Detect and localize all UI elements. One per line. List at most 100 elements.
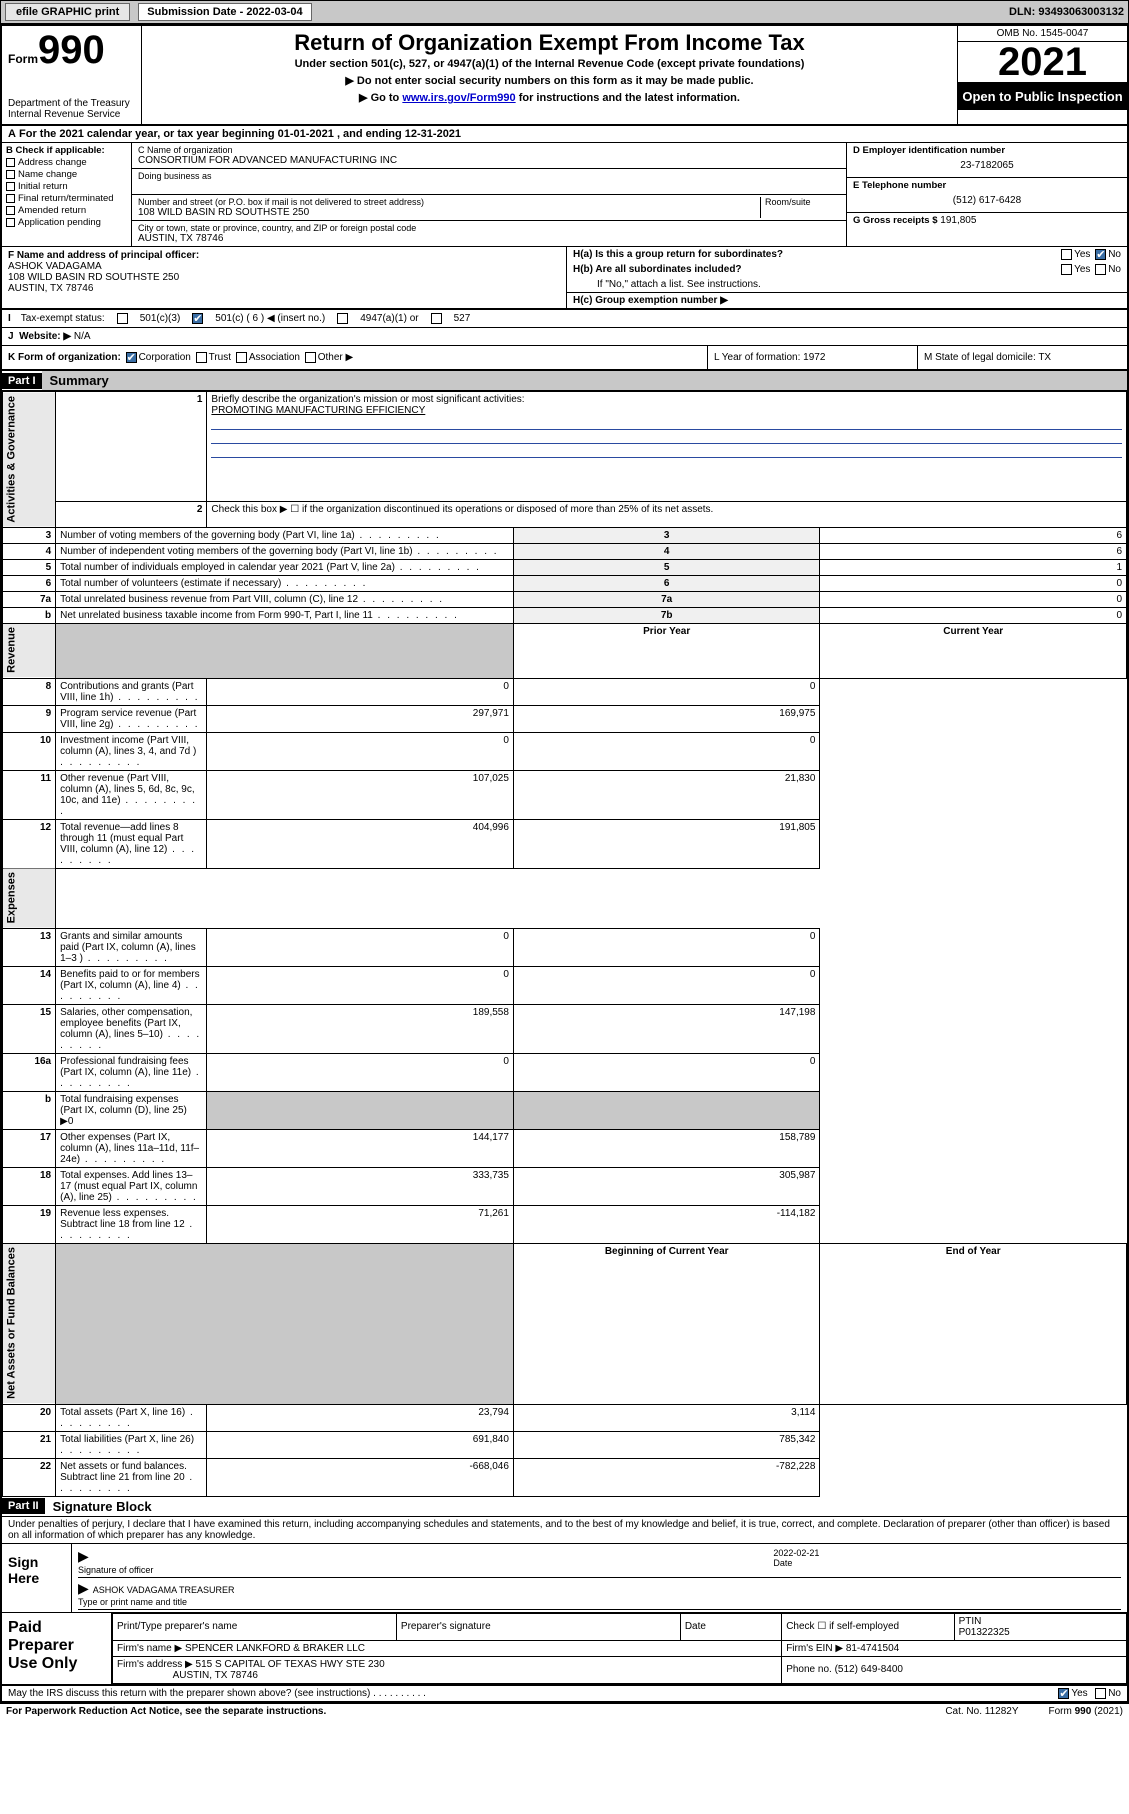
footer-c: Cat. No. 11282Y	[945, 1706, 1018, 1717]
no-lbl: No	[1108, 249, 1121, 260]
b-checkbox-item[interactable]: Initial return	[6, 181, 127, 192]
col-c: C Name of organization CONSORTIUM FOR AD…	[132, 143, 847, 246]
sub3-pre: ▶ Go to	[359, 92, 402, 104]
ein: 23-7182065	[853, 156, 1121, 175]
officer-addr1: 108 WILD BASIN RD SOUTHSTE 250	[8, 272, 179, 283]
submission-date: Submission Date - 2022-03-04	[138, 3, 311, 21]
tax-year: 2021	[958, 42, 1127, 83]
room-lbl: Room/suite	[765, 197, 840, 207]
firm-lbl: Firm's name ▶	[117, 1643, 182, 1654]
may-no[interactable]	[1095, 1688, 1106, 1699]
form-title: Return of Organization Exempt From Incom…	[150, 30, 949, 56]
topbar: efile GRAPHIC print Submission Date - 20…	[0, 0, 1129, 24]
ha-no[interactable]	[1095, 249, 1106, 260]
sig-officer-lbl: Signature of officer	[78, 1565, 153, 1575]
subtitle-2: ▶ Do not enter social security numbers o…	[150, 74, 949, 87]
yes-lbl2: Yes	[1074, 264, 1090, 275]
4947-box[interactable]	[337, 313, 348, 324]
org-name: CONSORTIUM FOR ADVANCED MANUFACTURING IN…	[138, 155, 840, 166]
dba-lbl: Doing business as	[138, 171, 840, 181]
hb-note: If "No," attach a list. See instructions…	[567, 277, 1127, 292]
form-number: 990	[38, 28, 105, 72]
footer-r: Form 990 (2021)	[1049, 1706, 1123, 1717]
dln: DLN: 93493063003132	[1009, 6, 1124, 18]
501c-box[interactable]	[192, 313, 203, 324]
b-checkbox-item[interactable]: Address change	[6, 157, 127, 168]
f-lbl: F Name and address of principal officer:	[8, 250, 199, 261]
hb-lbl: H(b) Are all subordinates included?	[573, 264, 742, 275]
row-a-text: For the 2021 calendar year, or tax year …	[19, 128, 461, 140]
501c3-box[interactable]	[117, 313, 128, 324]
other: Other ▶	[318, 352, 353, 363]
efile-btn[interactable]: efile GRAPHIC print	[5, 3, 130, 21]
tel-lbl: E Telephone number	[853, 180, 1121, 191]
side-revenue: Revenue	[3, 623, 56, 678]
dept: Department of the Treasury Internal Reve…	[8, 98, 135, 120]
open-inspection: Open to Public Inspection	[958, 83, 1127, 110]
prior-year-hdr: Prior Year	[513, 623, 820, 678]
col-b: B Check if applicable: Address changeNam…	[2, 143, 132, 246]
prep-h2: Preparer's signature	[396, 1613, 680, 1640]
part1-tag: Part I	[2, 373, 42, 389]
c-name-lbl: C Name of organization	[138, 145, 840, 155]
boy-hdr: Beginning of Current Year	[513, 1243, 820, 1404]
ptin-lbl: PTIN	[959, 1616, 982, 1627]
footer: For Paperwork Reduction Act Notice, see …	[0, 1704, 1129, 1719]
527: 527	[454, 313, 471, 324]
part2-row: Part II Signature Block	[2, 1497, 1127, 1517]
other-box[interactable]	[305, 352, 316, 363]
assoc: Association	[249, 352, 300, 363]
b-checkbox-item[interactable]: Final return/terminated	[6, 193, 127, 204]
firm-addr2: AUSTIN, TX 78746	[173, 1670, 258, 1681]
b-checkbox-item[interactable]: Application pending	[6, 217, 127, 228]
header-right: OMB No. 1545-0047 2021 Open to Public In…	[957, 26, 1127, 124]
j-lbl: Website: ▶	[19, 331, 71, 342]
b-checkbox-item[interactable]: Name change	[6, 169, 127, 180]
r2: Check this box ▶ ☐ if the organization d…	[207, 502, 1127, 528]
b-checkbox-item[interactable]: Amended return	[6, 205, 127, 216]
tel: (512) 617-6428	[853, 191, 1121, 210]
footer-l: For Paperwork Reduction Act Notice, see …	[6, 1706, 915, 1717]
summary-table: Activities & Governance 1 Briefly descri…	[2, 391, 1127, 1497]
firm-name: SPENCER LANKFORD & BRAKER LLC	[185, 1643, 365, 1654]
block-bcd: B Check if applicable: Address changeNam…	[2, 143, 1127, 247]
527-box[interactable]	[431, 313, 442, 324]
hb-yes[interactable]	[1061, 264, 1072, 275]
501c: 501(c) ( 6 ) ◀ (insert no.)	[215, 313, 325, 324]
street-lbl: Number and street (or P.O. box if mail i…	[138, 197, 760, 207]
state-domicile: M State of legal domicile: TX	[917, 346, 1127, 369]
phone-lbl: Phone no.	[786, 1664, 832, 1675]
header-center: Return of Organization Exempt From Incom…	[142, 26, 957, 124]
sig-declaration: Under penalties of perjury, I declare th…	[2, 1517, 1127, 1544]
street: 108 WILD BASIN RD SOUTHSTE 250	[138, 207, 760, 218]
corp: Corporation	[139, 352, 191, 363]
i-lbl: Tax-exempt status:	[21, 313, 105, 324]
sign-here-lbl: Sign Here	[2, 1544, 72, 1612]
ha-yes[interactable]	[1061, 249, 1072, 260]
yes-lbl: Yes	[1074, 249, 1090, 260]
subtitle-1: Under section 501(c), 527, or 4947(a)(1)…	[150, 58, 949, 70]
may-no-lbl: No	[1108, 1688, 1121, 1699]
year-formation: L Year of formation: 1972	[707, 346, 917, 369]
trust: Trust	[209, 352, 231, 363]
header: Form990 Department of the Treasury Inter…	[2, 26, 1127, 126]
col-d: D Employer identification number 23-7182…	[847, 143, 1127, 246]
mission-lbl: Briefly describe the organization's miss…	[211, 394, 524, 405]
row-k: K Form of organization: Corporation Trus…	[2, 346, 1127, 371]
phone: (512) 649-8400	[835, 1664, 903, 1675]
trust-box[interactable]	[196, 352, 207, 363]
may-discuss: May the IRS discuss this return with the…	[2, 1686, 1127, 1702]
assoc-box[interactable]	[236, 352, 247, 363]
paid-preparer: Paid Preparer Use Only Print/Type prepar…	[2, 1613, 1127, 1686]
ha-lbl: H(a) Is this a group return for subordin…	[573, 249, 783, 260]
irs-link[interactable]: www.irs.gov/Form990	[402, 92, 515, 104]
k-lbl: K Form of organization:	[8, 352, 121, 363]
firm-addr-lbl: Firm's address ▶	[117, 1659, 193, 1670]
hb-no[interactable]	[1095, 264, 1106, 275]
row-i: I Tax-exempt status: 501(c)(3) 501(c) ( …	[2, 309, 1127, 328]
firm-addr1: 515 S CAPITAL OF TEXAS HWY STE 230	[196, 1659, 385, 1670]
may-yes[interactable]	[1058, 1688, 1069, 1699]
b-header: B Check if applicable:	[6, 145, 127, 156]
corp-box[interactable]	[126, 352, 137, 363]
ein-lbl: D Employer identification number	[853, 145, 1121, 156]
